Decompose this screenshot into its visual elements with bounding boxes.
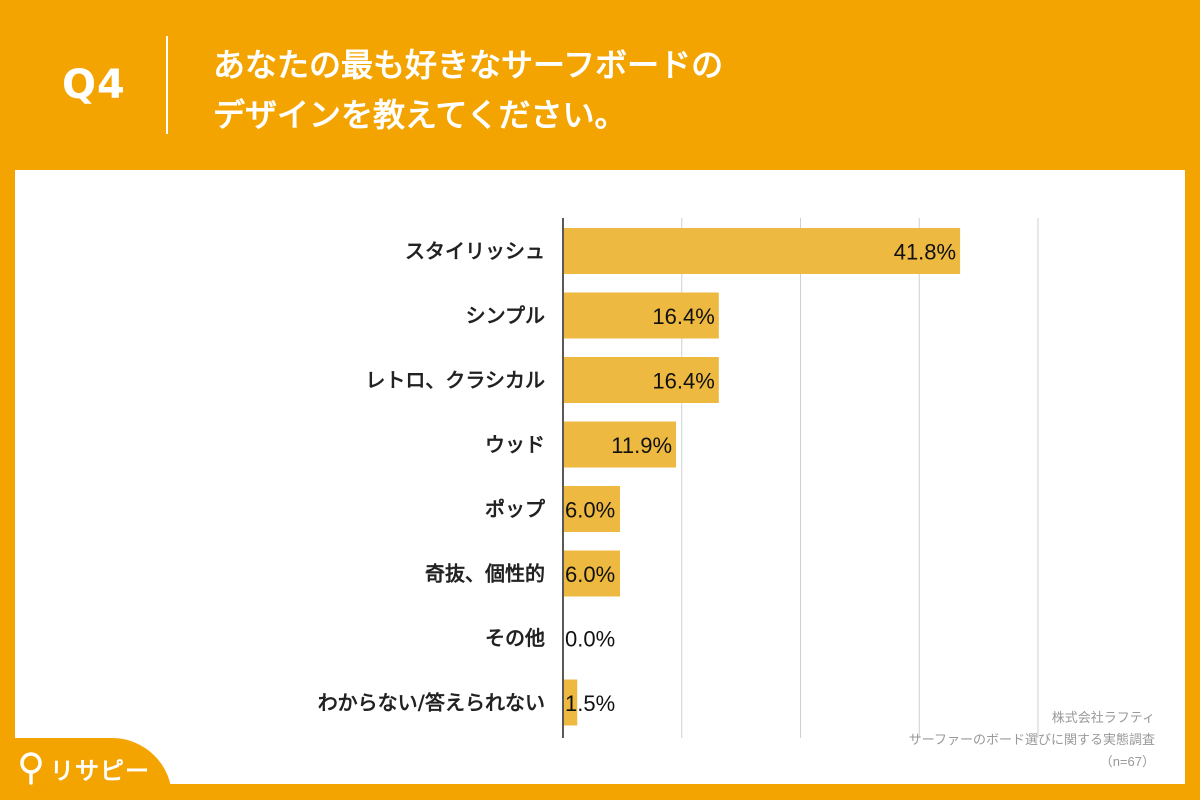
question-title-line-2: デザインを教えてください。 <box>213 96 627 134</box>
bar <box>564 357 719 403</box>
category-label: シンプル <box>466 304 545 328</box>
category-label: レトロ、クラシカル <box>365 368 545 392</box>
value-label: 11.9% <box>611 433 672 458</box>
question-title-line-1: あなたの最も好きなサーフボードの <box>213 46 724 84</box>
category-label: わからない/答えられない <box>318 691 545 715</box>
value-label: 41.8% <box>894 240 956 265</box>
source-sample-size: （n=67） <box>1099 754 1155 769</box>
category-label: スタイリッシュ <box>405 239 545 263</box>
value-label: 6.0% <box>565 498 615 523</box>
source-company: 株式会社ラフティ <box>1051 710 1155 725</box>
value-label: 1.5% <box>565 691 615 716</box>
question-number: Q4 <box>62 62 126 108</box>
value-label: 6.0% <box>565 562 615 587</box>
category-label: ウッド <box>485 433 545 457</box>
chart-panel: スタイリッシュ 41.8% シンプル 16.4% レトロ、クラシカル 16.4% ウッド 11… <box>15 170 1185 784</box>
value-label: 16.4% <box>652 304 714 329</box>
value-label: 16.4% <box>652 369 714 394</box>
source-survey-name: サーファーのボード選びに関する実態調査 <box>908 732 1155 747</box>
category-label: ポップ <box>485 497 546 521</box>
bar <box>564 486 620 532</box>
value-label: 0.0% <box>565 627 615 652</box>
logo-tab <box>0 738 172 800</box>
header: Q4 あなたの最も好きなサーフボードの デザインを教えてください。 <box>0 0 1200 170</box>
logo-text: リサピー <box>50 756 150 785</box>
bar <box>564 679 578 726</box>
question-title: あなたの最も好きなサーフボードの デザインを教えてください。 <box>213 40 723 140</box>
bar <box>564 292 719 339</box>
bar <box>564 550 620 597</box>
source-note: 株式会社ラフティ サーファーのボード選びに関する実態調査 （n=67） <box>909 707 1155 773</box>
category-label: その他 <box>485 626 545 650</box>
pin-icon <box>20 752 42 785</box>
bar-chart: スタイリッシュ 41.8% シンプル 16.4% レトロ、クラシカル 16.4% ウッド 11… <box>318 218 1039 738</box>
category-label: 奇抜、個性的 <box>425 562 545 586</box>
bar <box>564 421 677 468</box>
bar <box>564 228 961 274</box>
header-divider <box>166 36 168 134</box>
brand-logo: リサピー <box>18 748 150 788</box>
